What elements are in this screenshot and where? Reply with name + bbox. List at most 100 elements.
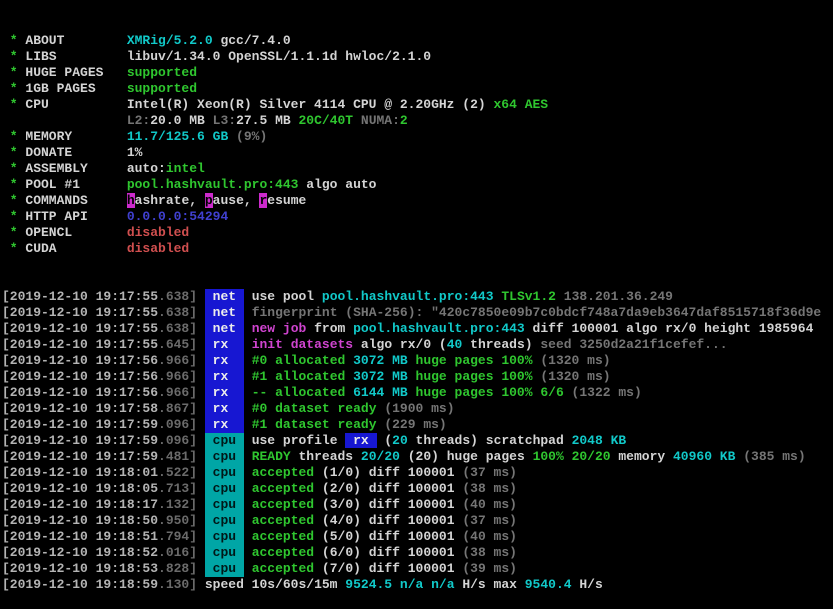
header-line: * COMMANDS hashrate, pause, resume bbox=[2, 193, 833, 209]
timestamp-ms: .645] bbox=[158, 337, 198, 352]
config-value-segment: libuv/1.34.0 OpenSSL/1.1.1d hwloc/2.1.0 bbox=[126, 49, 432, 64]
header-line: * 1GB PAGES supported bbox=[2, 81, 833, 97]
header-line: * MEMORY 11.7/125.6 GB (9%) bbox=[2, 129, 833, 145]
log-message-segment: (1320 ms) bbox=[540, 353, 611, 368]
timestamp-ms: .016] bbox=[158, 545, 198, 560]
timestamp-ms: .638] bbox=[158, 289, 198, 304]
net-badge: net bbox=[204, 321, 244, 337]
config-value-segment: gcc/7.4.0 bbox=[212, 33, 291, 48]
rx-badge: rx bbox=[204, 353, 244, 369]
spacer bbox=[244, 305, 252, 320]
timestamp: [2019-12-10 19:17:59 bbox=[2, 417, 159, 432]
log-line: [2019-12-10 19:18:51.794] cpu accepted (… bbox=[2, 529, 833, 545]
log-message-segment: 40960 KB bbox=[673, 449, 744, 464]
log-message-segment: (229 ms) bbox=[384, 417, 447, 432]
log-message-segment: 20/20 bbox=[360, 449, 400, 464]
log-message-segment: seed 3250d2a21f1cefef... bbox=[540, 337, 728, 352]
log-message-segment: speed 10s/60s/15m bbox=[204, 577, 346, 592]
config-value-segment bbox=[205, 113, 213, 128]
cpu-badge: cpu bbox=[204, 513, 244, 529]
log-message-segment: #0 dataset ready bbox=[251, 401, 385, 416]
timestamp-ms: .966] bbox=[158, 353, 198, 368]
timestamp-ms: .950] bbox=[158, 513, 198, 528]
config-value-segment: Intel(R) Xeon(R) Silver 4114 CPU @ 2.20G… bbox=[126, 97, 494, 112]
config-value-segment: (9%) bbox=[236, 129, 268, 144]
config-value-segment: disabled bbox=[126, 225, 190, 240]
log-line: [2019-12-10 19:17:55.645] rx init datase… bbox=[2, 337, 833, 353]
timestamp: [2019-12-10 19:17:59 bbox=[2, 449, 159, 464]
log-message-segment: pool.hashvault.pro:443 bbox=[353, 321, 525, 336]
timestamp: [2019-12-10 19:18:01 bbox=[2, 465, 159, 480]
spacer bbox=[197, 353, 205, 368]
log-message-segment: 3072 MB bbox=[353, 369, 408, 384]
spacer bbox=[244, 497, 252, 512]
config-label: CPU bbox=[25, 97, 127, 112]
log-message-segment: (2/0) diff 100001 bbox=[314, 481, 463, 496]
spacer bbox=[244, 417, 252, 432]
config-value-segment: 20C/40T bbox=[298, 113, 354, 128]
log-message-segment: (385 ms) bbox=[743, 449, 806, 464]
header-line: * CUDA disabled bbox=[2, 241, 833, 257]
config-value-segment: 0.0.0.0:54294 bbox=[126, 209, 229, 224]
header-line: * CPU Intel(R) Xeon(R) Silver 4114 CPU @… bbox=[2, 97, 833, 113]
log-message-segment: (20) huge pages bbox=[399, 449, 533, 464]
header-line: * LIBS libuv/1.34.0 OpenSSL/1.1.1d hwloc… bbox=[2, 49, 833, 65]
spacer bbox=[244, 433, 252, 448]
spacer bbox=[197, 433, 205, 448]
spacer bbox=[197, 401, 205, 416]
timestamp-ms: .966] bbox=[158, 385, 198, 400]
bullet: * bbox=[2, 33, 26, 48]
config-value-segment: r bbox=[259, 193, 268, 208]
cpu-badge: cpu bbox=[204, 529, 244, 545]
log-message-segment: #0 allocated bbox=[251, 353, 354, 368]
log-message-segment: huge pages 100% bbox=[407, 353, 541, 368]
bullet: * bbox=[2, 49, 26, 64]
log-message-segment: -- allocated bbox=[251, 385, 354, 400]
cpu-badge: cpu bbox=[204, 561, 244, 577]
spacer bbox=[197, 337, 205, 352]
log-message-segment: (38 ms) bbox=[462, 545, 517, 560]
config-label: POOL #1 bbox=[25, 177, 127, 192]
rx-profile-badge: rx bbox=[345, 433, 377, 448]
cpu-badge: cpu bbox=[204, 545, 244, 561]
log-line: [2019-12-10 19:17:56.966] rx #1 allocate… bbox=[2, 369, 833, 385]
config-value-segment: NUMA: bbox=[360, 113, 400, 128]
log-message-segment: from bbox=[306, 321, 354, 336]
log-message-segment: accepted bbox=[251, 561, 315, 576]
config-value-segment: algo auto bbox=[298, 177, 377, 192]
log-message-segment: pool.hashvault.pro:443 bbox=[321, 289, 502, 304]
config-value-segment: 11.7/125.6 GB bbox=[126, 129, 237, 144]
spacer bbox=[197, 449, 205, 464]
log-message-segment: accepted bbox=[251, 545, 315, 560]
log-message-segment: H/s bbox=[571, 577, 603, 592]
log-line: [2019-12-10 19:18:05.713] cpu accepted (… bbox=[2, 481, 833, 497]
spacer bbox=[244, 449, 252, 464]
log-message-segment: (39 ms) bbox=[462, 561, 517, 576]
net-badge: net bbox=[204, 289, 244, 305]
log-line: [2019-12-10 19:17:56.966] rx #0 allocate… bbox=[2, 353, 833, 369]
log-line: [2019-12-10 19:17:56.966] rx -- allocate… bbox=[2, 385, 833, 401]
cpu-badge: cpu bbox=[204, 465, 244, 481]
spacer bbox=[244, 529, 252, 544]
config-label: ABOUT bbox=[25, 33, 127, 48]
spacer bbox=[197, 385, 205, 400]
timestamp: [2019-12-10 19:18:53 bbox=[2, 561, 159, 576]
spacer bbox=[197, 305, 205, 320]
log-line: [2019-12-10 19:17:59.096] rx #1 dataset … bbox=[2, 417, 833, 433]
config-label: MEMORY bbox=[25, 129, 127, 144]
timestamp-ms: .713] bbox=[158, 481, 198, 496]
log-line: [2019-12-10 19:18:52.016] cpu accepted (… bbox=[2, 545, 833, 561]
timestamp: [2019-12-10 19:17:55 bbox=[2, 289, 159, 304]
config-value-segment: 2 bbox=[399, 113, 408, 128]
config-value-segment: ashrate, bbox=[134, 193, 205, 208]
config-value-segment: auto: bbox=[126, 161, 166, 176]
spacer bbox=[244, 513, 252, 528]
config-value-segment bbox=[353, 113, 361, 128]
indent bbox=[2, 113, 127, 128]
log-line: [2019-12-10 19:18:01.522] cpu accepted (… bbox=[2, 465, 833, 481]
bullet: * bbox=[2, 225, 26, 240]
log-message-segment: threads bbox=[290, 449, 361, 464]
timestamp: [2019-12-10 19:18:51 bbox=[2, 529, 159, 544]
cpu-badge: cpu bbox=[204, 481, 244, 497]
spacer bbox=[197, 417, 205, 432]
